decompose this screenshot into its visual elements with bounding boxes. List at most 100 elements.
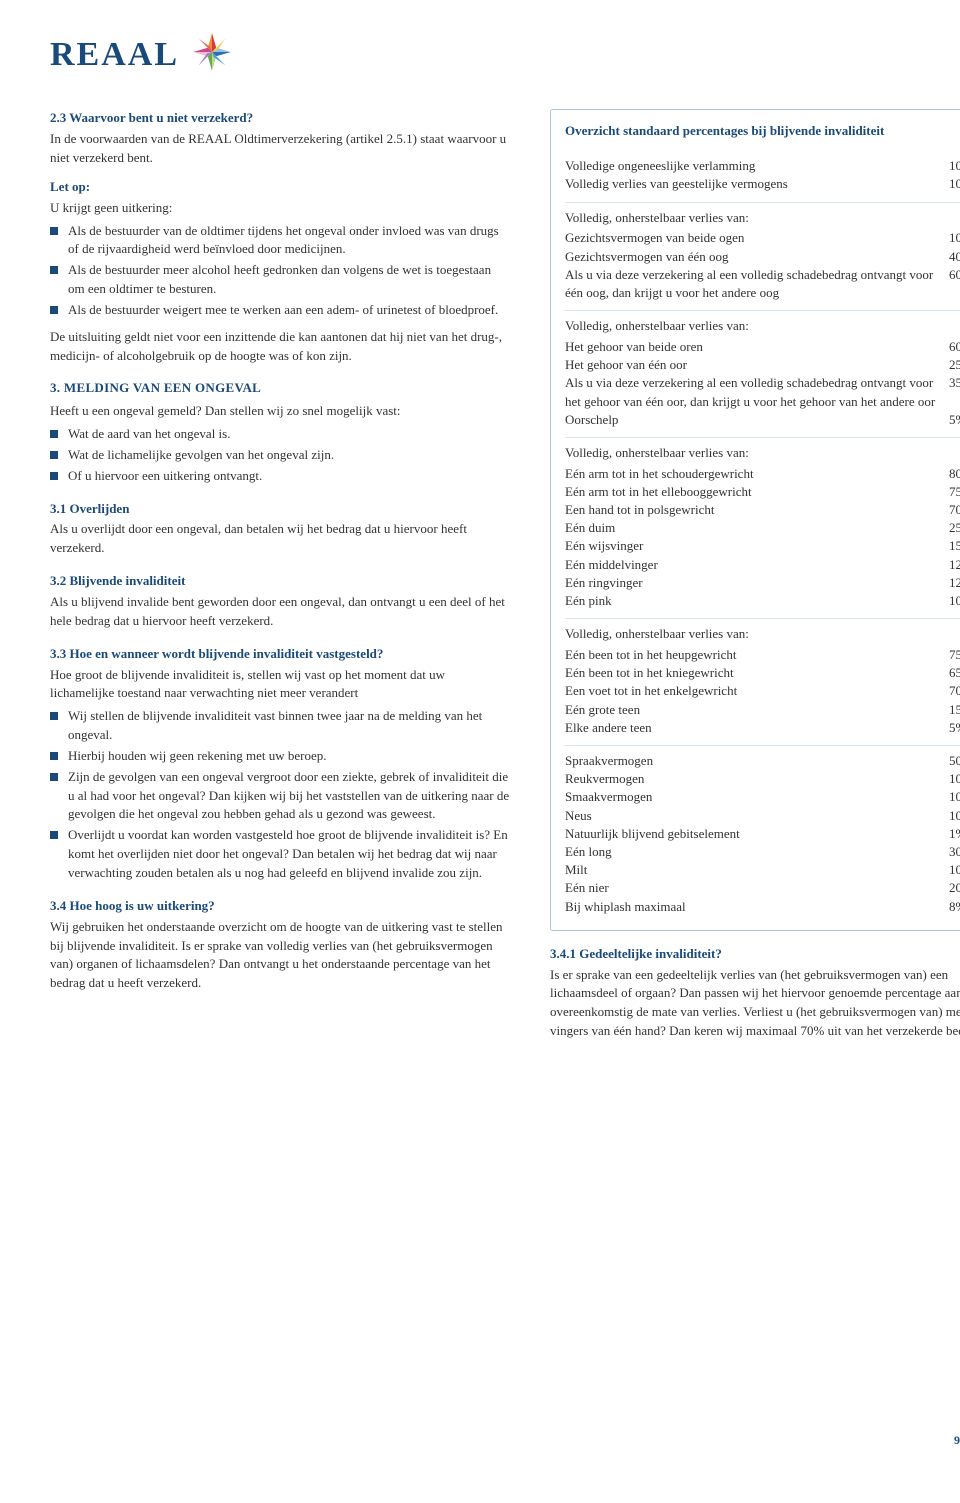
row-percentage: 100%: [949, 175, 960, 193]
row-label: Neus: [565, 807, 949, 825]
row-label: Bij whiplash maximaal: [565, 898, 949, 916]
table-section-head: Volledig, onherstelbaar verlies van:: [565, 317, 960, 336]
table-title: Overzicht standaard percentages bij blij…: [565, 122, 960, 141]
section-3-intro: Heeft u een ongeval gemeld? Dan stellen …: [50, 402, 510, 421]
row-percentage: 60%: [949, 338, 960, 356]
row-percentage: 10%: [949, 807, 960, 825]
table-row: Eén grote teen15%: [565, 701, 960, 719]
list-item: Of u hiervoor een uitkering ontvangt.: [50, 467, 510, 486]
section-3-3-intro: Hoe groot de blijvende invaliditeit is, …: [50, 666, 510, 704]
row-label: Reukvermogen: [565, 770, 949, 788]
row-percentage: 35%: [949, 374, 960, 410]
row-label: Oorschelp: [565, 411, 949, 429]
row-percentage: 70%: [949, 682, 960, 700]
row-label: Eén grote teen: [565, 701, 949, 719]
table-row: Als u via deze verzekering al een volled…: [565, 374, 960, 410]
table-row: Een voet tot in het enkelgewricht70%: [565, 682, 960, 700]
row-percentage: 10%: [949, 861, 960, 879]
list-item: Als de bestuurder meer alcohol heeft ged…: [50, 261, 510, 299]
table-row: Natuurlijk blijvend gebitselement1%: [565, 825, 960, 843]
section-3-2-title: 3.2 Blijvende invaliditeit: [50, 572, 510, 591]
row-percentage: 8%: [949, 898, 960, 916]
list-item: Wij stellen de blijvende invaliditeit va…: [50, 707, 510, 745]
percentages-table: Overzicht standaard percentages bij blij…: [550, 109, 960, 930]
list-item: Wat de aard van het ongeval is.: [50, 425, 510, 444]
row-percentage: 10%: [949, 592, 960, 610]
row-label: Smaakvermogen: [565, 788, 949, 806]
row-percentage: 30%: [949, 843, 960, 861]
row-label: Een voet tot in het enkelgewricht: [565, 682, 949, 700]
row-percentage: 12%: [949, 556, 960, 574]
letop-list: Als de bestuurder van de oldtimer tijden…: [50, 222, 510, 320]
row-label: Gezichtsvermogen van één oog: [565, 248, 949, 266]
list-item: Zijn de gevolgen van een ongeval vergroo…: [50, 768, 510, 825]
row-percentage: 65%: [949, 664, 960, 682]
table-row: Reukvermogen10%: [565, 770, 960, 788]
row-label: Natuurlijk blijvend gebitselement: [565, 825, 949, 843]
table-row: Eén ringvinger12%: [565, 574, 960, 592]
row-label: Spraakvermogen: [565, 752, 949, 770]
table-row: Een hand tot in polsgewricht70%: [565, 501, 960, 519]
table-row: Het gehoor van één oor25%: [565, 356, 960, 374]
row-percentage: 50%: [949, 752, 960, 770]
table-row: Eén arm tot in het schoudergewricht80%: [565, 465, 960, 483]
table-section-head: Volledig, onherstelbaar verlies van:: [565, 209, 960, 228]
row-label: Milt: [565, 861, 949, 879]
row-label: Eén been tot in het kniegewricht: [565, 664, 949, 682]
row-percentage: 15%: [949, 537, 960, 555]
table-row: Gezichtsvermogen van één oog40%: [565, 248, 960, 266]
row-label: Elke andere teen: [565, 719, 949, 737]
row-percentage: 20%: [949, 879, 960, 897]
table-section: Spraakvermogen50%Reukvermogen10%Smaakver…: [565, 746, 960, 916]
row-percentage: 100%: [949, 157, 960, 175]
section-3-4-title: 3.4 Hoe hoog is uw uitkering?: [50, 897, 510, 916]
row-label: Een hand tot in polsgewricht: [565, 501, 949, 519]
section-3-1-title: 3.1 Overlijden: [50, 500, 510, 519]
row-percentage: 1%: [949, 825, 960, 843]
table-row: Smaakvermogen10%: [565, 788, 960, 806]
row-label: Eén arm tot in het schoudergewricht: [565, 465, 949, 483]
table-row: Eén arm tot in het ellebooggewricht75%: [565, 483, 960, 501]
table-row: Eén been tot in het kniegewricht65%: [565, 664, 960, 682]
row-percentage: 80%: [949, 465, 960, 483]
row-label: Eén ringvinger: [565, 574, 949, 592]
row-percentage: 5%: [949, 719, 960, 737]
table-row: Milt10%: [565, 861, 960, 879]
table-row: Eén long30%: [565, 843, 960, 861]
letop-after: De uitsluiting geldt niet voor een inzit…: [50, 328, 510, 366]
section-3-3-list: Wij stellen de blijvende invaliditeit va…: [50, 707, 510, 883]
row-label: Als u via deze verzekering al een volled…: [565, 374, 949, 410]
table-row: Volledig verlies van geestelijke vermoge…: [565, 175, 960, 193]
table-section: Volledige ongeneeslijke verlamming100%Vo…: [565, 151, 960, 202]
table-row: Neus10%: [565, 807, 960, 825]
table-section-head: Volledig, onherstelbaar verlies van:: [565, 444, 960, 463]
section-3-4-body: Wij gebruiken het onderstaande overzicht…: [50, 918, 510, 993]
table-section: Volledig, onherstelbaar verlies van: Het …: [565, 311, 960, 438]
row-percentage: 25%: [949, 356, 960, 374]
right-column: Overzicht standaard percentages bij blij…: [550, 109, 960, 1045]
section-3-list: Wat de aard van het ongeval is. Wat de l…: [50, 425, 510, 486]
row-percentage: 60%: [949, 266, 960, 302]
page-number: 9: [954, 1432, 960, 1449]
row-label: Eén wijsvinger: [565, 537, 949, 555]
row-label: Als u via deze verzekering al een volled…: [565, 266, 949, 302]
list-item: Als de bestuurder weigert mee te werken …: [50, 301, 510, 320]
brand-star-icon: [191, 31, 233, 79]
list-item: Wat de lichamelijke gevolgen van het ong…: [50, 446, 510, 465]
section-3-4-1-body: Is er sprake van een gedeeltelijk verlie…: [550, 966, 960, 1041]
section-3-3-title: 3.3 Hoe en wanneer wordt blijvende inval…: [50, 645, 510, 664]
table-row: Eén pink10%: [565, 592, 960, 610]
row-label: Gezichtsvermogen van beide ogen: [565, 229, 949, 247]
row-percentage: 75%: [949, 483, 960, 501]
row-percentage: 40%: [949, 248, 960, 266]
table-row: Gezichtsvermogen van beide ogen100%: [565, 229, 960, 247]
table-row: Eén nier20%: [565, 879, 960, 897]
table-row: Volledige ongeneeslijke verlamming100%: [565, 157, 960, 175]
table-row: Het gehoor van beide oren60%: [565, 338, 960, 356]
row-percentage: 100%: [949, 229, 960, 247]
list-item: Als de bestuurder van de oldtimer tijden…: [50, 222, 510, 260]
left-column: 2.3 Waarvoor bent u niet verzekerd? In d…: [50, 109, 510, 1045]
table-row: Eén wijsvinger15%: [565, 537, 960, 555]
section-3-4-1-title: 3.4.1 Gedeeltelijke invaliditeit?: [550, 945, 960, 964]
row-percentage: 10%: [949, 770, 960, 788]
